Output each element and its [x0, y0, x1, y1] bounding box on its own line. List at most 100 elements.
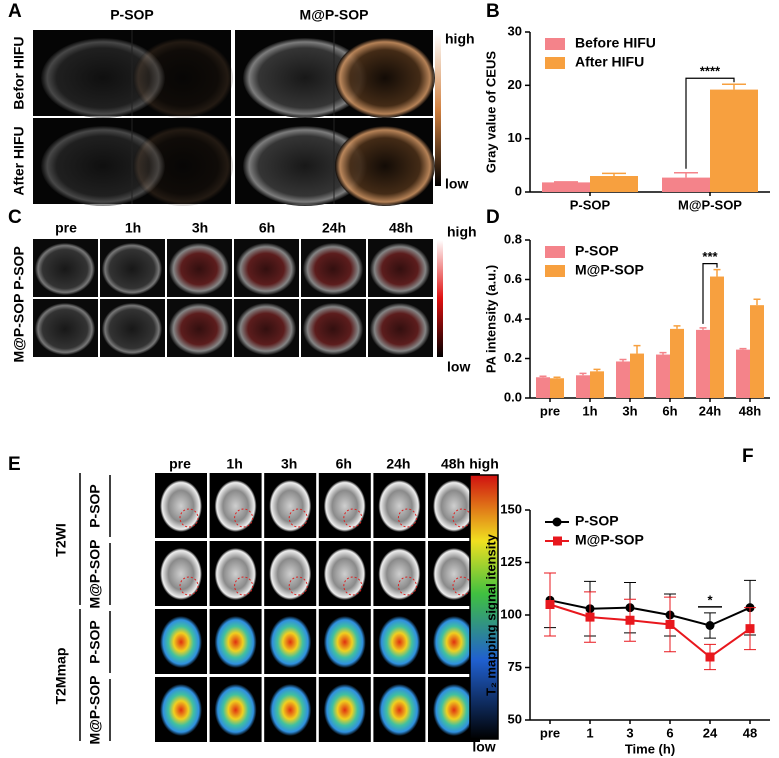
mri-section [433, 548, 475, 600]
mri-section [214, 616, 257, 668]
y-tick-label: 0.4 [504, 310, 523, 325]
point [745, 624, 755, 634]
mri-section [269, 548, 312, 600]
tumor-outline [179, 508, 199, 528]
mri-section [323, 548, 366, 600]
column-label: 6h [336, 456, 352, 472]
x-tick-label: P-SOP [570, 197, 611, 212]
color-scale [435, 34, 441, 186]
row-label: P-SOP [87, 484, 103, 528]
tumor-region [370, 243, 430, 295]
y-tick-label: 20 [508, 77, 522, 92]
y-axis-label: T₂ mapping signal itensity [483, 533, 498, 696]
error-bar [673, 325, 681, 329]
mri-section [378, 684, 421, 736]
row-label: After HIFU [11, 126, 27, 195]
x-tick-label: 24 [703, 725, 718, 740]
column-label: P-SOP [110, 7, 154, 23]
y-tick-label: 100 [500, 606, 522, 621]
mri-section [433, 480, 475, 532]
series-line [549, 599, 751, 627]
x-tick-label: 1h [582, 403, 597, 418]
tumor-outline [288, 508, 308, 528]
row-label: M@P-SOP [87, 676, 103, 745]
column-label: M@P-SOP [300, 7, 369, 23]
column-label: 3h [192, 220, 208, 236]
scale-label: low [445, 176, 468, 192]
bar [656, 354, 670, 398]
mri-section [269, 684, 312, 736]
panel-letter: F [742, 446, 754, 467]
error-bar [753, 298, 761, 306]
mri-section [160, 548, 202, 600]
column-label: 24h [322, 220, 346, 236]
row-label: M@P-SOP [87, 540, 103, 609]
color-scale [437, 240, 443, 357]
tumor-outline [179, 576, 199, 596]
column-label: 24h [386, 456, 410, 472]
series-line [549, 603, 751, 659]
y-tick-label: 50 [508, 711, 522, 726]
mri-section [214, 548, 257, 600]
x-tick-label: 48h [739, 403, 761, 418]
bar [750, 305, 764, 398]
x-tick-label: 6 [666, 725, 673, 740]
scale-label: high [469, 456, 499, 472]
tumor-region [370, 303, 430, 355]
bar [696, 329, 710, 398]
point [665, 619, 675, 629]
tumor-outline [343, 576, 363, 596]
bar [542, 182, 590, 192]
error-bar [699, 327, 707, 330]
mri-section [214, 480, 257, 532]
column-label: pre [55, 220, 77, 236]
point [705, 621, 715, 630]
y-tick-label: 0.6 [504, 271, 522, 286]
bar [710, 89, 758, 192]
point [625, 615, 635, 625]
row-label: M@P-SOP [11, 294, 27, 363]
group-label: T2WI [53, 523, 69, 556]
x-tick-label: pre [540, 403, 560, 418]
color-scale [469, 474, 499, 740]
bar [536, 377, 550, 398]
point [705, 652, 715, 662]
scale-label: high [445, 31, 475, 47]
bar [670, 328, 684, 398]
tumor-outline [343, 508, 363, 528]
bar [662, 177, 710, 192]
ultrasound-region [41, 126, 165, 206]
error-bar [539, 375, 547, 378]
tumor-region [236, 243, 296, 295]
tumor-region [236, 303, 296, 355]
tumor-outline [397, 576, 417, 596]
y-axis-label: Gray value of CEUS [483, 51, 498, 173]
y-tick-label: 10 [508, 130, 522, 145]
scale-label: high [447, 224, 477, 240]
significance-label: **** [700, 64, 721, 79]
column-label: 48h [389, 220, 413, 236]
legend-marker [552, 517, 562, 527]
contrast-region [133, 38, 233, 118]
x-tick-label: 24h [699, 403, 721, 418]
error-bar [713, 268, 721, 277]
column-label: 1h [226, 456, 242, 472]
y-tick-label: 150 [500, 501, 522, 516]
error-bar [579, 372, 587, 376]
error-bar [633, 344, 641, 354]
y-tick-label: 0.2 [504, 350, 522, 365]
y-axis-label: PA intensity (a.u.) [483, 265, 498, 373]
significance-bracket [702, 263, 718, 324]
error-bar [602, 172, 626, 176]
bar [630, 353, 644, 398]
tumor-region [303, 243, 363, 295]
panel-letter: B [486, 1, 500, 22]
mri-section [378, 548, 421, 600]
mri-section [160, 684, 202, 736]
significance-label: *** [702, 249, 718, 264]
tumor-region [102, 243, 162, 295]
y-tick-label: 0.0 [504, 389, 522, 404]
contrast-region [335, 126, 435, 206]
error-bar [553, 376, 561, 379]
